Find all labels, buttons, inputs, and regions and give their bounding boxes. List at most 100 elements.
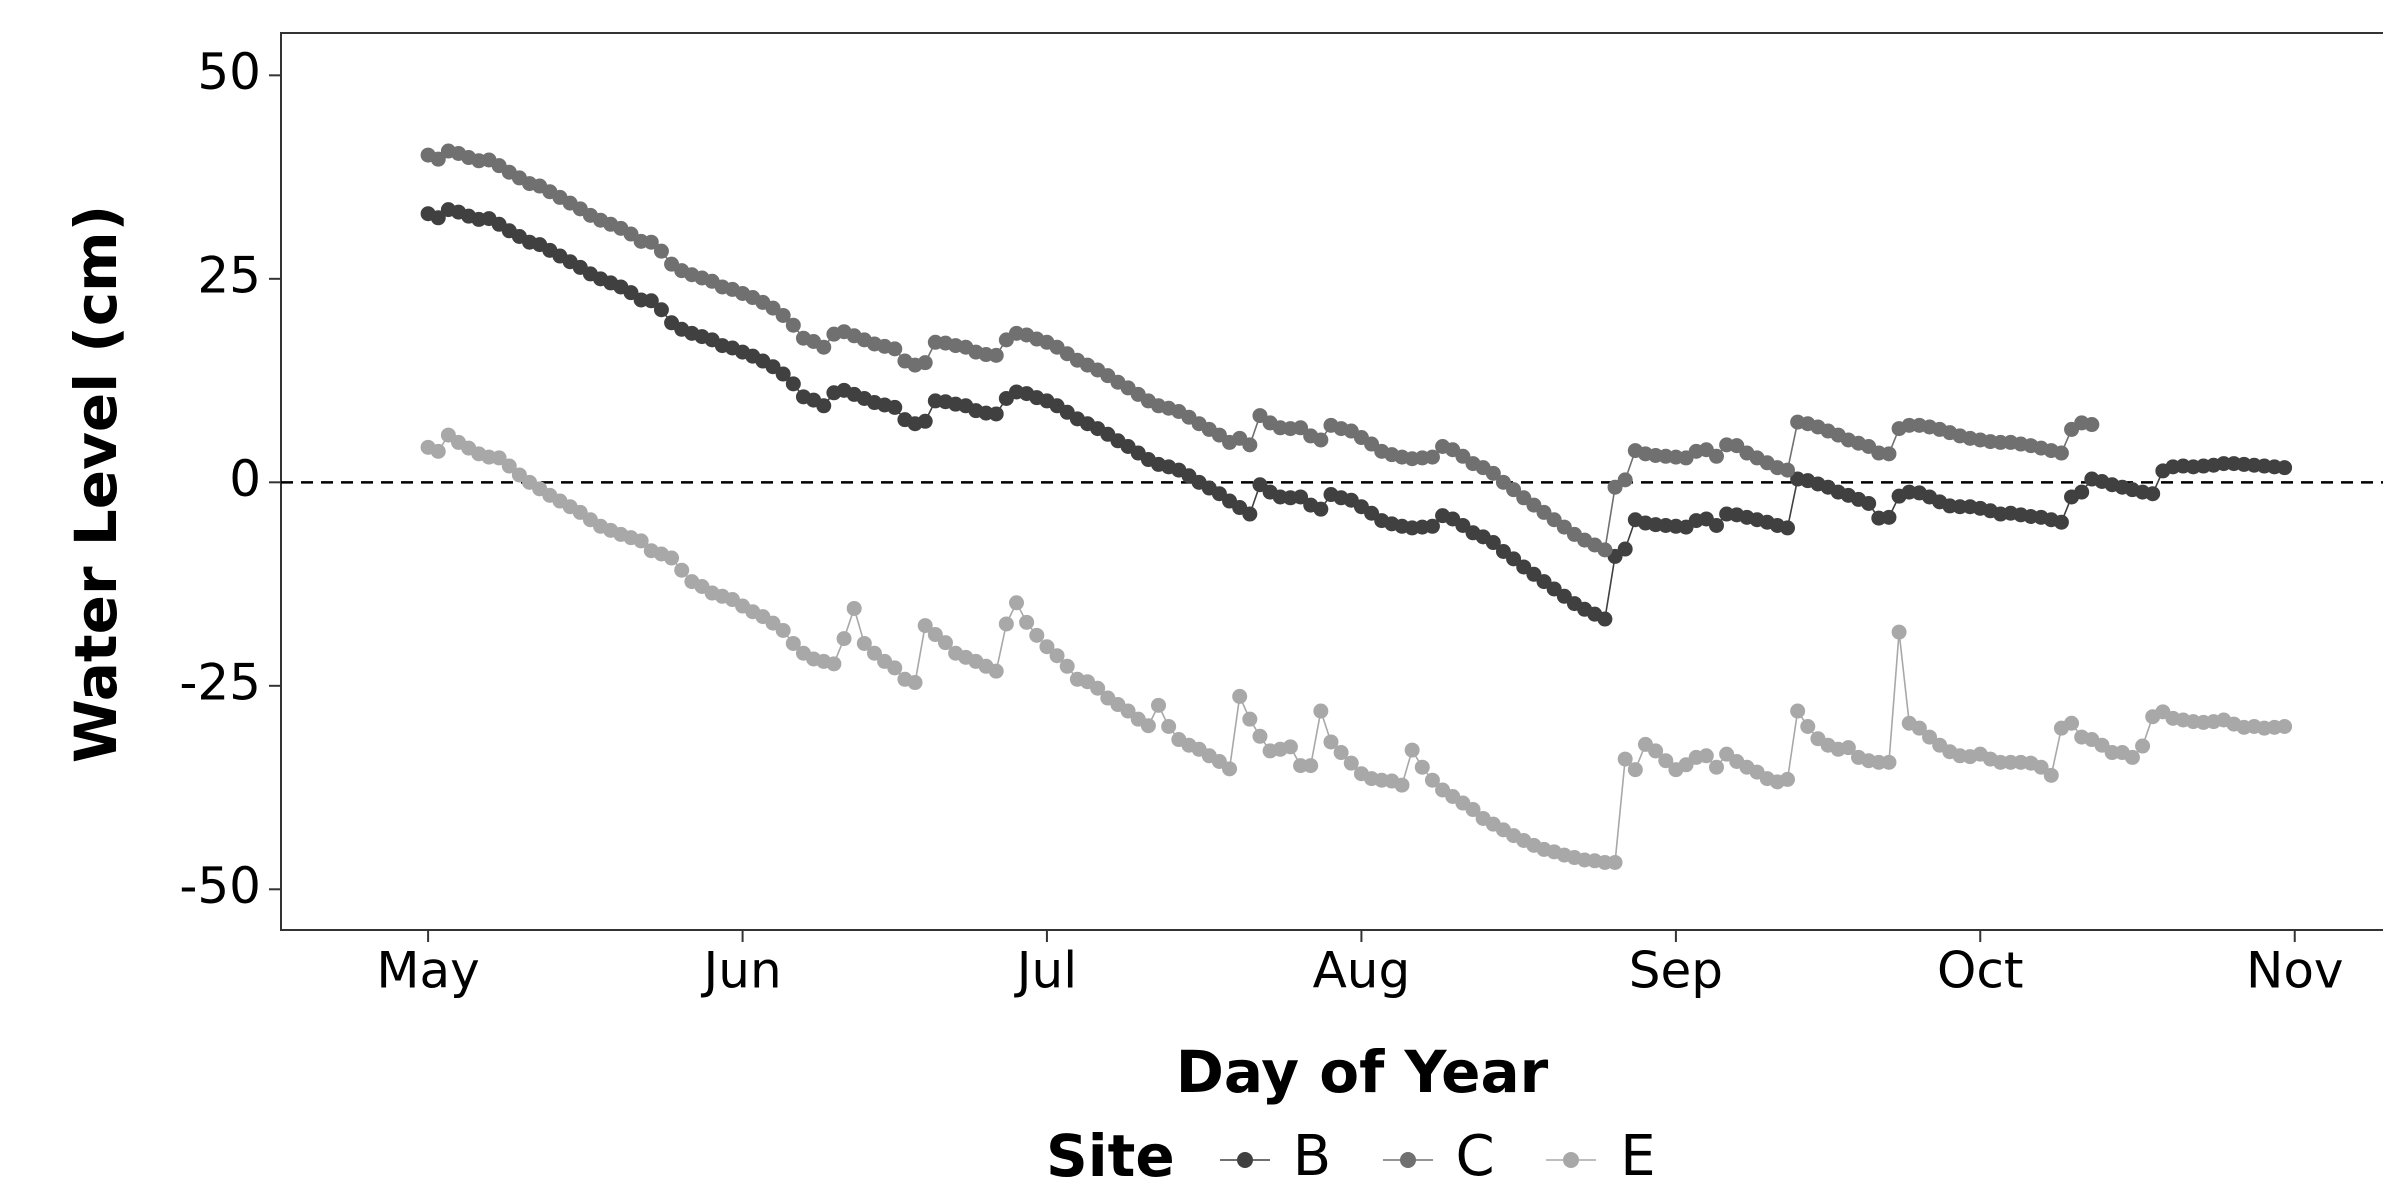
data-point	[1313, 432, 1329, 448]
data-point	[653, 243, 669, 259]
data-point	[1617, 751, 1633, 767]
data-point	[2124, 749, 2140, 765]
data-point	[917, 355, 933, 371]
data-point	[1333, 745, 1349, 761]
legend-swatch-dot	[1400, 1152, 1416, 1168]
data-point	[1303, 758, 1319, 774]
legend-swatch-dot	[1563, 1152, 1579, 1168]
series-line	[427, 208, 2285, 621]
y-tick-label: -50	[179, 857, 261, 915]
data-point	[1881, 509, 1897, 525]
data-point	[836, 631, 852, 647]
data-point	[826, 656, 842, 672]
x-tick-label: Nov	[2246, 942, 2344, 1000]
data-point	[1485, 535, 1501, 551]
data-point	[816, 339, 832, 355]
data-point	[998, 616, 1014, 632]
data-point	[1008, 595, 1024, 611]
x-axis-title: Day of Year	[1176, 1038, 1549, 1106]
data-point	[1242, 711, 1258, 727]
data-point	[1465, 802, 1481, 818]
y-tick-label: -25	[179, 653, 261, 711]
data-point	[1313, 501, 1329, 517]
data-point	[1039, 639, 1055, 655]
data-point	[2145, 486, 2161, 502]
data-point	[846, 600, 862, 616]
data-point	[1242, 506, 1258, 522]
data-point	[501, 458, 517, 474]
legend-item: B	[1220, 1124, 1331, 1185]
x-tick-label: May	[376, 942, 479, 1000]
legend-item: E	[1546, 1124, 1656, 1185]
data-point	[917, 618, 933, 634]
data-point	[1313, 703, 1329, 719]
data-point	[785, 317, 801, 333]
data-point	[1617, 472, 1633, 488]
data-point	[1708, 448, 1724, 464]
data-point	[866, 645, 882, 661]
x-tick-label: Jun	[701, 942, 782, 1000]
data-point	[653, 302, 669, 318]
legend-label: B	[1293, 1124, 1331, 1185]
data-point	[2053, 514, 2069, 530]
data-point	[491, 450, 507, 466]
data-point	[775, 622, 791, 638]
data-point	[1881, 446, 1897, 462]
x-tick-label: Oct	[1937, 942, 2023, 1000]
data-point	[927, 627, 943, 643]
data-point	[1840, 740, 1856, 756]
data-point	[775, 307, 791, 323]
data-point	[1780, 462, 1796, 478]
data-point	[430, 151, 446, 167]
y-tick-label: 25	[197, 246, 261, 304]
data-point	[2043, 767, 2059, 783]
data-point	[2064, 715, 2080, 731]
data-point	[1861, 495, 1877, 511]
data-point	[1282, 739, 1298, 755]
data-point	[674, 562, 690, 578]
data-point	[2277, 460, 2293, 476]
y-tick-label: 50	[197, 43, 261, 101]
legend-swatch-dot	[1237, 1152, 1253, 1168]
data-point	[2084, 417, 2100, 433]
x-tick-label: Aug	[1313, 942, 1411, 1000]
data-point	[1617, 541, 1633, 557]
data-point	[1222, 761, 1238, 777]
y-tick-label: 0	[229, 450, 261, 508]
data-point	[1485, 465, 1501, 481]
data-point	[1242, 437, 1258, 453]
data-point	[1029, 627, 1045, 643]
data-point	[988, 663, 1004, 679]
data-point	[785, 376, 801, 392]
data-point	[1424, 449, 1440, 465]
series	[420, 143, 2100, 558]
data-point	[1607, 854, 1623, 870]
data-point	[1708, 759, 1724, 775]
data-point	[643, 293, 659, 309]
data-point	[1922, 729, 1938, 745]
data-point	[1059, 658, 1075, 674]
series	[420, 427, 2293, 870]
data-point	[1323, 734, 1339, 750]
data-point	[1506, 551, 1522, 567]
data-point	[1394, 777, 1410, 793]
data-point	[1790, 703, 1806, 719]
data-point	[1891, 624, 1907, 640]
data-point	[887, 399, 903, 415]
x-tick-label: Jul	[1014, 942, 1077, 1000]
x-tick-label: Sep	[1629, 942, 1723, 1000]
data-point	[643, 234, 659, 250]
data-point	[1293, 420, 1309, 436]
data-point	[430, 210, 446, 226]
data-point	[1881, 754, 1897, 770]
data-point	[988, 406, 1004, 422]
data-point	[1293, 489, 1309, 505]
series	[420, 202, 2293, 627]
data-point	[1049, 648, 1065, 664]
data-point	[1597, 611, 1613, 627]
data-point	[1424, 772, 1440, 788]
data-point	[856, 635, 872, 651]
data-point	[1698, 748, 1714, 764]
